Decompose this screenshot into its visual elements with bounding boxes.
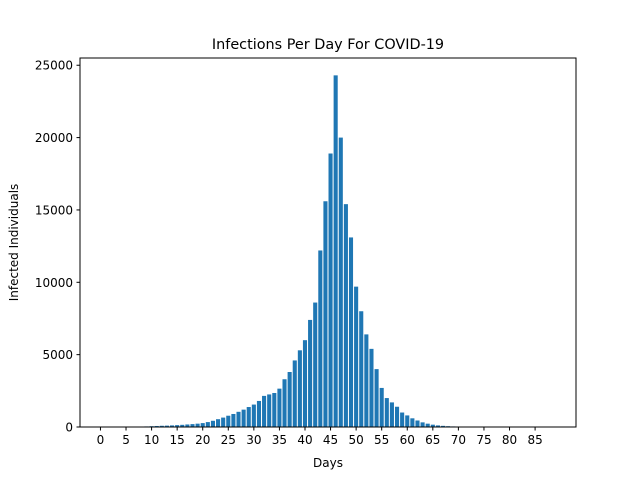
x-tick-label-65: 65 [425, 433, 440, 447]
y-axis-ticks: 0 5000 10000 15000 20000 25000 [35, 59, 80, 435]
bar-day-49 [348, 237, 354, 427]
x-axis-label: Days [313, 456, 343, 470]
bar-day-46 [333, 75, 338, 428]
x-tick-label-45: 45 [323, 433, 338, 447]
bar-day-63 [420, 422, 425, 427]
bar-day-15 [175, 425, 180, 427]
x-tick-label-70: 70 [451, 433, 466, 447]
bar-day-27 [236, 411, 241, 427]
bar-day-56 [384, 398, 389, 427]
bar-day-41 [308, 319, 313, 427]
bar-day-65 [430, 424, 435, 427]
bar-day-26 [231, 413, 236, 427]
bar-day-45 [328, 153, 333, 427]
x-tick-label-80: 80 [502, 433, 517, 447]
x-tick-label-50: 50 [348, 433, 363, 447]
x-tick-label-60: 60 [400, 433, 415, 447]
bar-day-38 [292, 360, 297, 427]
bar-day-17 [185, 424, 190, 427]
bar-day-54 [374, 369, 379, 427]
x-tick-label-10: 10 [144, 433, 159, 447]
y-tick-label-10000: 10000 [35, 276, 73, 290]
bar-day-18 [190, 424, 195, 427]
bar-day-48 [343, 204, 348, 427]
bar-day-59 [400, 412, 405, 427]
bar-day-66 [435, 425, 440, 427]
bar-day-51 [359, 311, 364, 427]
bar-day-58 [394, 406, 400, 427]
bar-day-57 [389, 402, 394, 427]
bar-day-22 [210, 420, 215, 427]
bar-day-62 [415, 420, 420, 427]
bar-day-43 [318, 250, 323, 427]
bar-day-60 [405, 415, 410, 427]
bar-day-20 [200, 423, 205, 427]
x-tick-label-40: 40 [297, 433, 312, 447]
bar-day-11 [154, 425, 159, 427]
x-tick-label-85: 85 [527, 433, 542, 447]
bar-day-37 [287, 372, 292, 427]
bar-day-40 [302, 340, 308, 427]
bar-day-36 [282, 379, 287, 427]
bar-day-42 [313, 302, 318, 427]
x-tick-label-15: 15 [170, 433, 185, 447]
y-axis-label: Infected Individuals [7, 184, 21, 302]
bar-day-14 [170, 425, 175, 427]
x-tick-label-55: 55 [374, 433, 389, 447]
bar-day-47 [338, 137, 343, 427]
plot-frame [79, 57, 577, 428]
x-tick-label-75: 75 [476, 433, 491, 447]
x-tick-label-35: 35 [272, 433, 287, 447]
bar-day-25 [226, 415, 231, 427]
bar-day-39 [297, 350, 302, 427]
bar-day-12 [159, 425, 164, 427]
bar-day-35 [277, 388, 282, 427]
y-tick-label-0: 0 [65, 421, 73, 435]
bar-day-52 [364, 334, 369, 427]
bar-day-16 [180, 424, 185, 427]
y-tick-label-25000: 25000 [35, 59, 73, 73]
bar-day-32 [262, 395, 267, 427]
bar-day-23 [216, 419, 221, 427]
x-tick-label-0: 0 [97, 433, 105, 447]
bar-day-50 [354, 286, 359, 427]
y-tick-label-5000: 5000 [42, 348, 73, 362]
bar-day-33 [267, 394, 272, 427]
bar-day-53 [369, 348, 374, 427]
bar-day-19 [195, 423, 200, 427]
bar-day-64 [425, 423, 430, 427]
chart-title: Infections Per Day For COVID-19 [212, 37, 444, 53]
bar-day-34 [272, 392, 277, 427]
x-tick-label-5: 5 [122, 433, 130, 447]
x-tick-label-25: 25 [221, 433, 236, 447]
bar-day-61 [410, 418, 415, 427]
bar-day-24 [221, 417, 226, 427]
y-tick-label-15000: 15000 [35, 203, 73, 217]
bars-group [144, 75, 512, 428]
bar-day-31 [256, 400, 262, 427]
bar-day-21 [205, 422, 210, 427]
x-axis-ticks: 0 5 10 15 20 25 30 35 40 45 50 55 60 65 70 75 80 85 [97, 427, 543, 447]
y-tick-label-20000: 20000 [35, 131, 73, 145]
bar-day-13 [164, 425, 169, 427]
x-tick-label-20: 20 [195, 433, 210, 447]
bar-day-44 [323, 201, 328, 427]
bar-day-30 [251, 404, 256, 427]
x-tick-label-30: 30 [246, 433, 261, 447]
bar-day-55 [379, 387, 384, 427]
bar-day-67 [441, 425, 446, 427]
bar-day-28 [241, 409, 246, 427]
bar-day-29 [246, 407, 251, 427]
